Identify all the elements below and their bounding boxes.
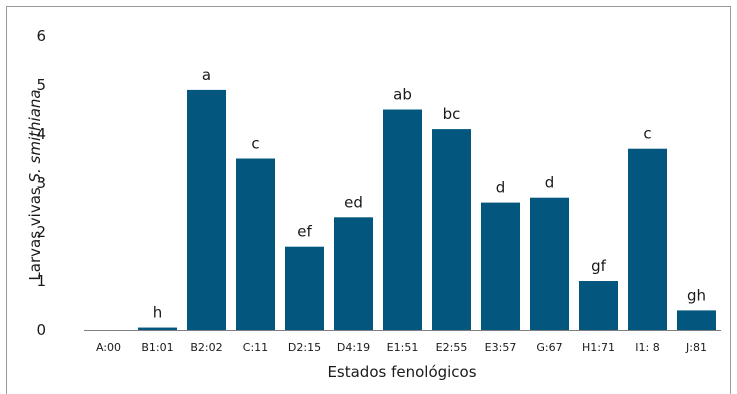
significance-labels: h a c ef ed ab bc d d gf c gh [153,66,706,322]
x-tick-label: A:00 [96,341,121,354]
significance-label: ed [344,193,363,211]
significance-label: ab [393,86,412,104]
bar [530,197,569,330]
bar [236,158,275,330]
x-tick-label: J:81 [685,341,707,354]
x-tick-label: E3:57 [485,341,517,354]
y-axis-title-prefix: Larvas vivas [26,183,44,281]
y-tick-labels: 0 1 2 3 4 5 6 [36,27,46,339]
significance-label: c [643,125,651,143]
significance-label: a [202,66,211,84]
bar [138,327,177,330]
x-axis-title: Estados fenológicos [327,363,476,381]
bar [334,217,373,330]
x-tick-label: B1:01 [141,341,173,354]
x-tick-label: B2:02 [190,341,222,354]
x-tick-label: D4:19 [337,341,370,354]
y-axis-title-species: S. smithiana [26,89,44,182]
y-tick-label: 3 [36,174,46,192]
bar [432,129,471,330]
x-tick-labels: A:00 B1:01 B2:02 C:11 D2:15 D4:19 E1:51 E2:55 E3… [96,341,707,354]
bar [187,89,226,331]
significance-label: gh [687,286,706,304]
y-tick-label: 4 [36,125,46,143]
bar [481,202,520,330]
x-tick-label: H1:71 [582,341,615,354]
bar [677,310,716,330]
significance-label: gf [591,257,607,275]
x-tick-label: D2:15 [288,341,321,354]
bars [138,89,716,331]
y-tick-label: 0 [36,321,46,339]
bar [628,148,667,330]
significance-label: ef [297,223,312,241]
significance-label: h [153,304,163,322]
bar [579,281,618,330]
y-tick-label: 2 [36,223,46,241]
x-tick-label: G:67 [536,341,562,354]
significance-label: d [496,179,506,197]
significance-label: c [251,135,259,153]
x-tick-label: C:11 [243,341,268,354]
y-axis-title: Larvas vivas S. smithiana [26,89,44,280]
y-tick-label: 6 [36,27,46,45]
y-tick-label: 1 [36,272,46,290]
y-tick-label: 5 [36,76,46,94]
x-tick-label: I1: 8 [635,341,659,354]
bar [285,246,324,330]
x-tick-label: E2:55 [436,341,468,354]
significance-label: d [545,174,555,192]
significance-label: bc [443,105,461,123]
x-tick-label: E1:51 [387,341,419,354]
bar [383,109,422,330]
